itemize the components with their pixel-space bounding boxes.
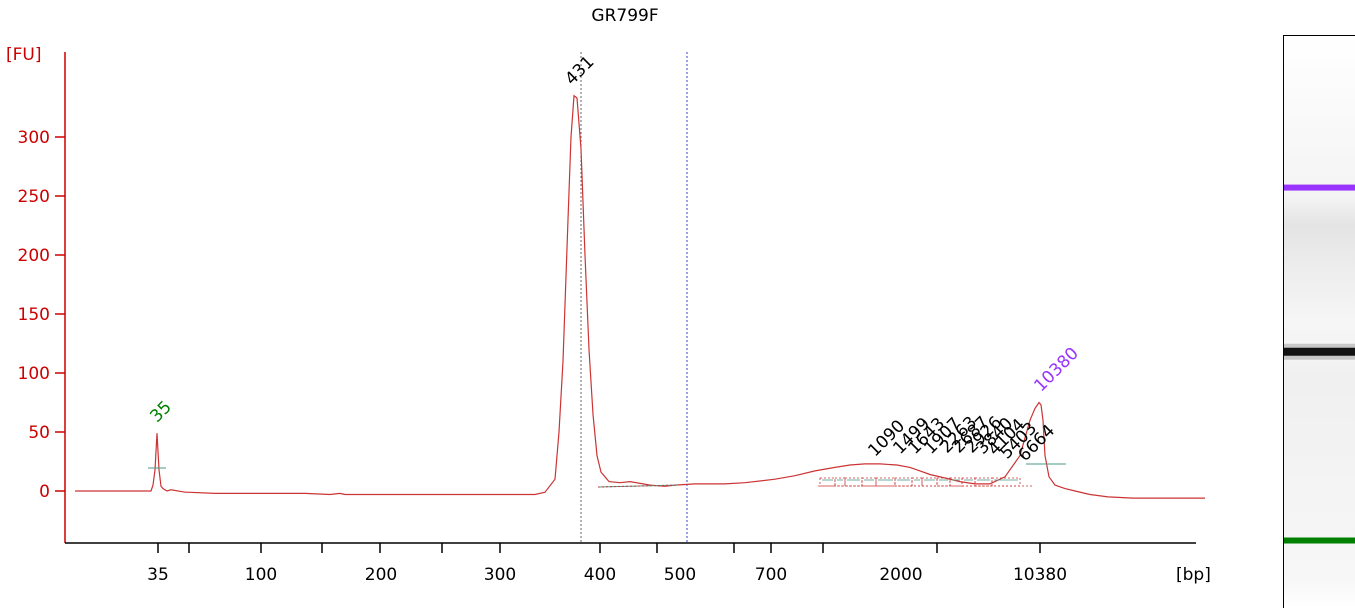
y-tick-label: 250 (18, 187, 50, 207)
gel-band-sample (1284, 347, 1355, 356)
x-tick-label: 2000 (879, 565, 922, 585)
x-tick-label: 700 (755, 565, 787, 585)
gel-lane-image (1284, 36, 1355, 608)
trace-line (75, 94, 1205, 499)
smear-fragment-region (844, 477, 863, 487)
smear-fragment-region (921, 477, 938, 487)
peak-label: 431 (561, 52, 598, 89)
y-tick-label: 50 (28, 423, 50, 443)
y-tick-label: 150 (18, 305, 50, 325)
gel-band-upper-marker (1284, 184, 1355, 191)
x-tick-label: 400 (584, 565, 616, 585)
marks: 3543110380109014991643190722632687292638… (75, 52, 1205, 543)
axes: [FU] [bp] 0 50 100 150 200 250 300 35 100 200 300 400… (6, 45, 1211, 585)
x-tick-label: 500 (664, 565, 696, 585)
gel-background (1284, 36, 1355, 608)
x-tick-label: 10380 (1013, 565, 1067, 585)
smear-fragment-region (911, 477, 923, 487)
x-tick-label: 35 (147, 565, 169, 585)
smear-fragment-region (894, 477, 913, 487)
x-tick-label: 200 (365, 565, 397, 585)
electropherogram-chart: [FU] [bp] 0 50 100 150 200 250 300 35 100 200 300 400… (6, 45, 1211, 585)
y-axis-label: [FU] (6, 45, 42, 65)
gel-band-lower-marker (1284, 537, 1355, 544)
gel-lane (1283, 35, 1355, 608)
peak-label: 35 (146, 397, 175, 426)
smear-fragment-region (819, 477, 836, 487)
chart-title: GR799F (591, 6, 659, 26)
smear-fragment-region (875, 477, 896, 487)
smear-fragment-region (991, 477, 1021, 487)
x-tick-label: 100 (245, 565, 277, 585)
smear-fragment-region (861, 477, 877, 487)
smear-fragment-region (834, 477, 846, 487)
y-tick-label: 100 (18, 364, 50, 384)
y-tick-label: 200 (18, 246, 50, 266)
smear-fragment-region (974, 477, 993, 487)
y-tick-label: 0 (39, 482, 50, 502)
main-peak-fill-line (597, 484, 681, 488)
x-axis-label: [bp] (1176, 565, 1211, 585)
x-tick-label: 300 (484, 565, 516, 585)
y-tick-label: 300 (18, 128, 50, 148)
peak-label: 10380 (1030, 344, 1082, 396)
